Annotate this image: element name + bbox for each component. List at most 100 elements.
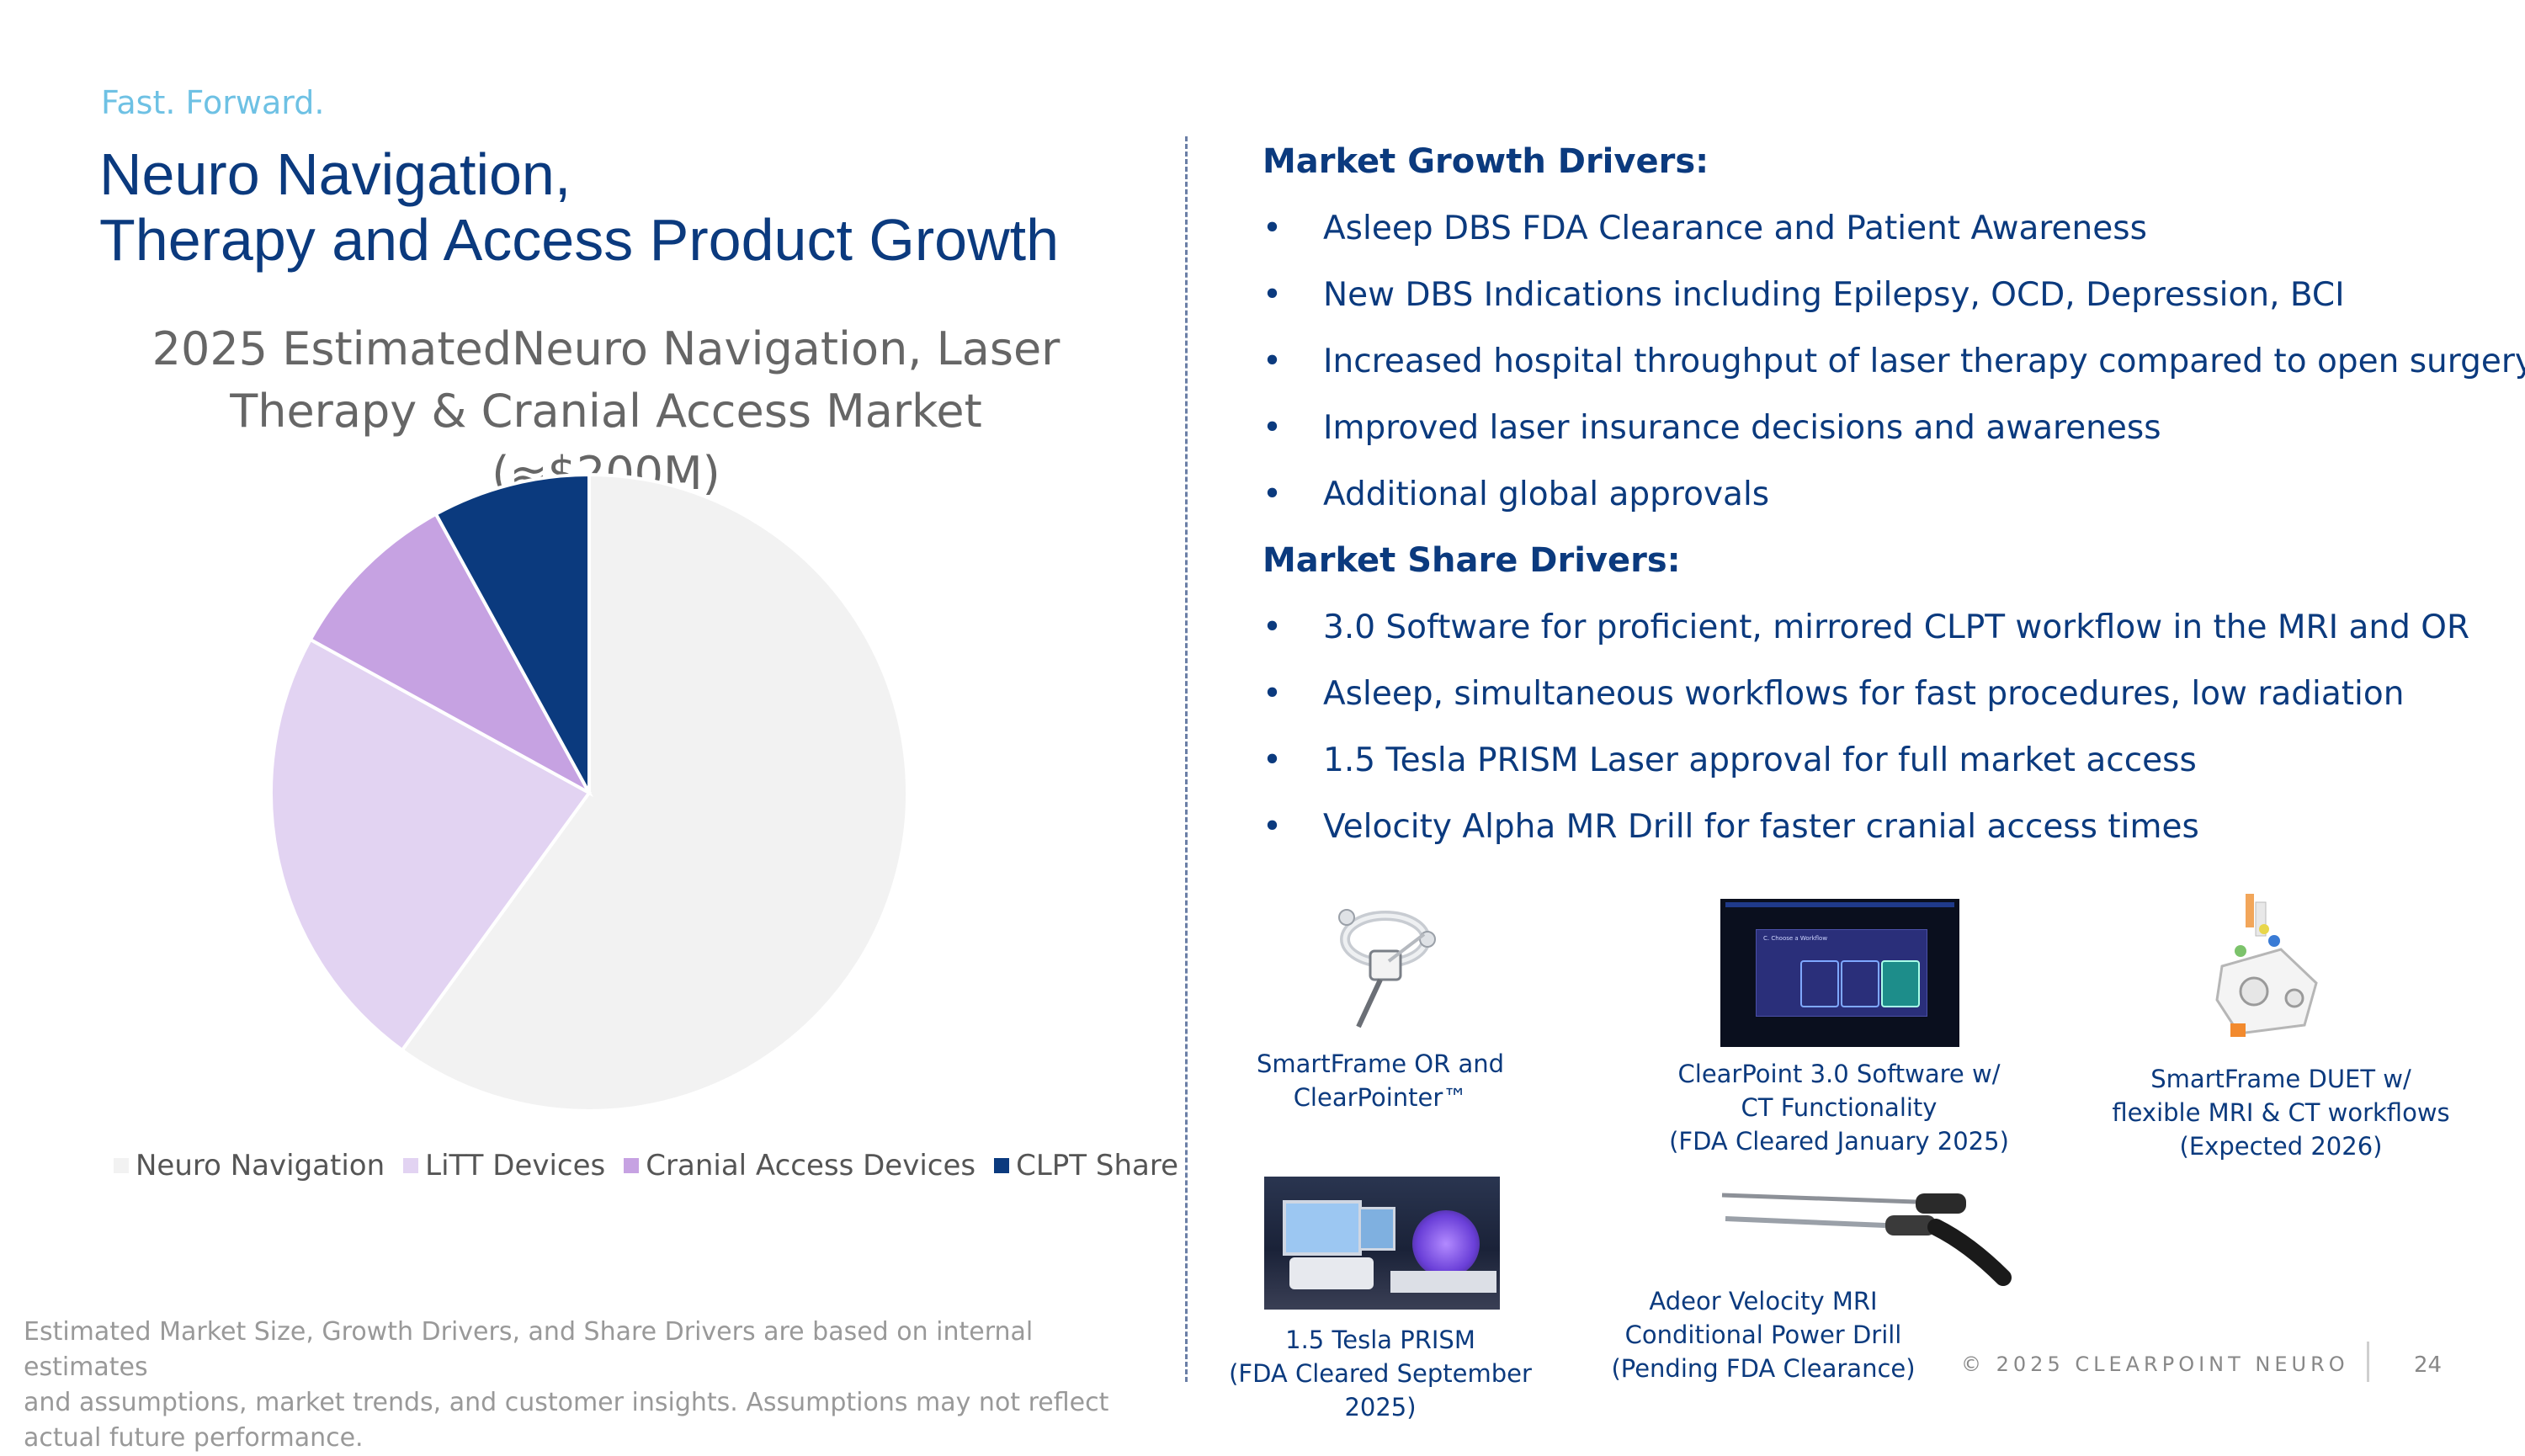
smartframe-or-image: [1338, 909, 1436, 1028]
growth-drivers-list: • Asleep DBS FDA Clearance and Patient Aw…: [1262, 210, 2525, 542]
chart-legend: Neuro Navigation LiTT Devices Cranial Acce…: [114, 1149, 1178, 1182]
prism-photo: [1264, 1177, 1500, 1310]
screen-topbar: [1725, 902, 1954, 907]
caption-line: Conditional Power Drill: [1624, 1320, 1902, 1349]
caption-line: ClearPoint 3.0 Software w/: [1677, 1060, 2001, 1088]
page-number: 24: [2414, 1352, 2443, 1378]
tagline: Fast. Forward.: [101, 84, 325, 121]
caption-line: (FDA Cleared January 2025): [1669, 1127, 2009, 1156]
share-driver-text: 1.5 Tesla PRISM Laser approval for full …: [1323, 741, 2197, 779]
clearpoint-3-caption: ClearPoint 3.0 Software w/ CT Functional…: [1645, 1057, 2033, 1158]
legend-label: CLPT Share: [1016, 1149, 1178, 1182]
list-item: • Asleep DBS FDA Clearance and Patient Aw…: [1262, 210, 2491, 276]
caption-line: 1.5 Tesla PRISM: [1285, 1326, 1475, 1354]
caption-line: CT Functionality: [1741, 1093, 1938, 1122]
legend-item: Cranial Access Devices: [624, 1149, 975, 1182]
legend-swatch: [994, 1158, 1010, 1173]
legend-swatch: [403, 1158, 419, 1173]
copyright: © 2025 CLEARPOINT NEURO: [1961, 1352, 2349, 1376]
pie-slice-clpt-share: [433, 472, 591, 794]
smartframe-duet-image: [2215, 894, 2318, 1037]
disclaimer-line: actual future performance.: [24, 1423, 364, 1453]
prism-scanner: [1412, 1210, 1480, 1278]
caption-line: SmartFrame DUET w/: [2150, 1065, 2411, 1093]
page-title: Neuro Navigation, Therapy and Access Pro…: [99, 141, 1059, 273]
caption-line: SmartFrame OR and: [1256, 1049, 1505, 1078]
chart-title-line-1: 2025 EstimatedNeuro Navigation, Laser: [152, 322, 1060, 375]
caption-line: ClearPointer™: [1293, 1083, 1468, 1112]
disclaimer: Estimated Market Size, Growth Drivers, a…: [24, 1315, 1143, 1456]
growth-drivers-heading: Market Growth Drivers:: [1262, 142, 1709, 181]
market-pie-chart: [269, 472, 909, 1113]
list-item: • Additional global approvals: [1262, 476, 2491, 542]
pie-slice-neuro-navigation: [400, 472, 909, 1113]
prism-caption: 1.5 Tesla PRISM (FDA Cleared September 2…: [1229, 1323, 1532, 1424]
list-item: • 1.5 Tesla PRISM Laser approval for full…: [1262, 741, 2491, 808]
title-line-1: Neuro Navigation,: [99, 141, 571, 207]
bullet: •: [1262, 741, 1283, 779]
pie-slice-cranial-access-devices: [308, 512, 594, 798]
drivers-panel: Market Growth Drivers: • Asleep DBS FDA C…: [1262, 142, 2525, 874]
share-drivers-heading: Market Share Drivers:: [1262, 541, 1681, 580]
share-driver-text: Asleep, simultaneous workflows for fast …: [1323, 675, 2405, 713]
legend-swatch: [624, 1158, 640, 1173]
list-item: • New DBS Indications including Epilepsy,…: [1262, 276, 2491, 343]
caption-line: 2025): [1344, 1393, 1417, 1421]
caption-line: (Expected 2026): [2179, 1132, 2383, 1161]
bullet: •: [1262, 409, 1283, 447]
growth-driver-text: Increased hospital throughput of laser t…: [1323, 343, 2525, 380]
bullet: •: [1262, 808, 1283, 846]
legend-swatch: [114, 1158, 129, 1173]
list-item: • Asleep, simultaneous workflows for fast…: [1262, 675, 2491, 741]
caption-line: Adeor Velocity MRI: [1649, 1287, 1878, 1315]
smartframe-duet-caption: SmartFrame DUET w/ flexible MRI & CT wor…: [2104, 1062, 2458, 1163]
share-driver-text: Velocity Alpha MR Drill for faster crani…: [1323, 808, 2199, 846]
legend-item: CLPT Share: [994, 1149, 1178, 1182]
share-drivers-list: • 3.0 Software for proficient, mirrored C…: [1262, 608, 2491, 874]
list-item: • Improved laser insurance decisions and …: [1262, 409, 2491, 476]
bullet: •: [1262, 608, 1283, 646]
workflow-option-1: [1800, 960, 1839, 1007]
prism-monitor: [1283, 1200, 1362, 1256]
workflow-dialog: C. Choose a Workflow: [1756, 929, 1927, 1017]
prism-console: [1289, 1257, 1374, 1289]
prism-monitor-2: [1358, 1207, 1395, 1251]
bullet: •: [1262, 276, 1283, 314]
list-item: • 3.0 Software for proficient, mirrored C…: [1262, 608, 2491, 675]
footer-divider: [2367, 1342, 2369, 1382]
adeor-caption: Adeor Velocity MRI Conditional Power Dri…: [1603, 1284, 1923, 1385]
legend-item: Neuro Navigation: [114, 1149, 385, 1182]
chart-title-line-2: Therapy & Cranial Access Market (≈$200M): [230, 385, 982, 500]
legend-label: LiTT Devices: [425, 1149, 606, 1182]
adeor-drill-image: [1721, 1193, 2012, 1286]
growth-driver-text: Additional global approvals: [1323, 476, 1770, 513]
workflow-option-3: [1881, 960, 1920, 1007]
share-driver-text: 3.0 Software for proficient, mirrored CL…: [1323, 608, 2470, 646]
smartframe-or-caption: SmartFrame OR and ClearPointer™: [1229, 1047, 1532, 1114]
growth-driver-text: New DBS Indications including Epilepsy, …: [1323, 276, 2345, 314]
caption-line: flexible MRI & CT workflows: [2112, 1098, 2450, 1127]
list-item: • Increased hospital throughput of laser …: [1262, 343, 2525, 409]
list-item: • Velocity Alpha MR Drill for faster cran…: [1262, 808, 2491, 874]
disclaimer-line: Estimated Market Size, Growth Drivers, a…: [24, 1317, 1034, 1382]
legend-label: Cranial Access Devices: [646, 1149, 976, 1182]
prism-table: [1390, 1271, 1496, 1293]
growth-driver-text: Asleep DBS FDA Clearance and Patient Awa…: [1323, 210, 2147, 247]
legend-item: LiTT Devices: [403, 1149, 605, 1182]
workflow-option-2: [1841, 960, 1879, 1007]
disclaimer-line: and assumptions, market trends, and cust…: [24, 1388, 1109, 1417]
caption-line: (Pending FDA Clearance): [1611, 1354, 1916, 1383]
column-divider: [1185, 136, 1188, 1382]
caption-line: (FDA Cleared September: [1229, 1359, 1532, 1388]
bullet: •: [1262, 343, 1283, 380]
chart-title: 2025 EstimatedNeuro Navigation, Laser Th…: [109, 318, 1103, 505]
bullet: •: [1262, 210, 1283, 247]
legend-label: Neuro Navigation: [136, 1149, 385, 1182]
bullet: •: [1262, 476, 1283, 513]
pie-slice-litt-devices: [269, 637, 592, 1053]
workflow-dialog-title: C. Choose a Workflow: [1763, 935, 1828, 942]
clearpoint-3-screenshot: C. Choose a Workflow: [1720, 899, 1959, 1047]
title-line-2: Therapy and Access Product Growth: [99, 207, 1059, 273]
growth-driver-text: Improved laser insurance decisions and a…: [1323, 409, 2161, 447]
bullet: •: [1262, 675, 1283, 713]
